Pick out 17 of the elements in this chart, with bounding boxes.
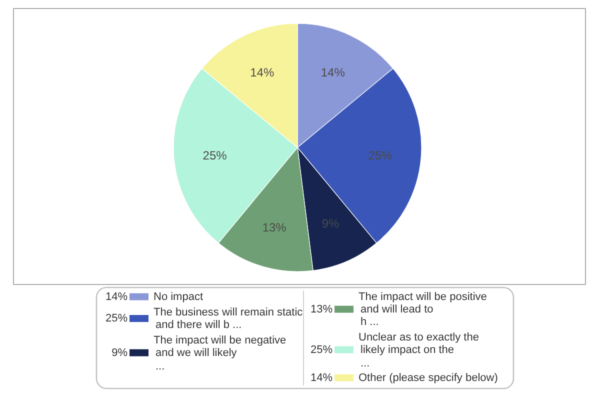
- text: 14%: [310, 372, 333, 384]
- data-label: 13%: [262, 220, 287, 234]
- legend-label: Other (please specify below): [358, 372, 498, 384]
- data-label: 14%: [250, 65, 274, 80]
- text: 25%: [310, 344, 333, 356]
- data-label: 25%: [368, 148, 393, 162]
- text: 25%: [105, 312, 128, 324]
- legend-label: Unclear as to exactly the likely impact on the ...: [358, 331, 479, 370]
- text: 9%: [112, 346, 128, 359]
- data-label: 14%: [320, 65, 346, 80]
- legend-label: No impact: [154, 290, 204, 303]
- legend-label: The impact will be negative and we will likely ...: [154, 334, 286, 372]
- text: 13%: [310, 303, 333, 316]
- data-label: 25%: [202, 148, 228, 162]
- legend-label: The business will remain static and there will b ...: [154, 306, 304, 331]
- legend-label: The impact will be positive and will lead to h ...: [358, 290, 487, 328]
- text: 14%: [105, 290, 128, 303]
